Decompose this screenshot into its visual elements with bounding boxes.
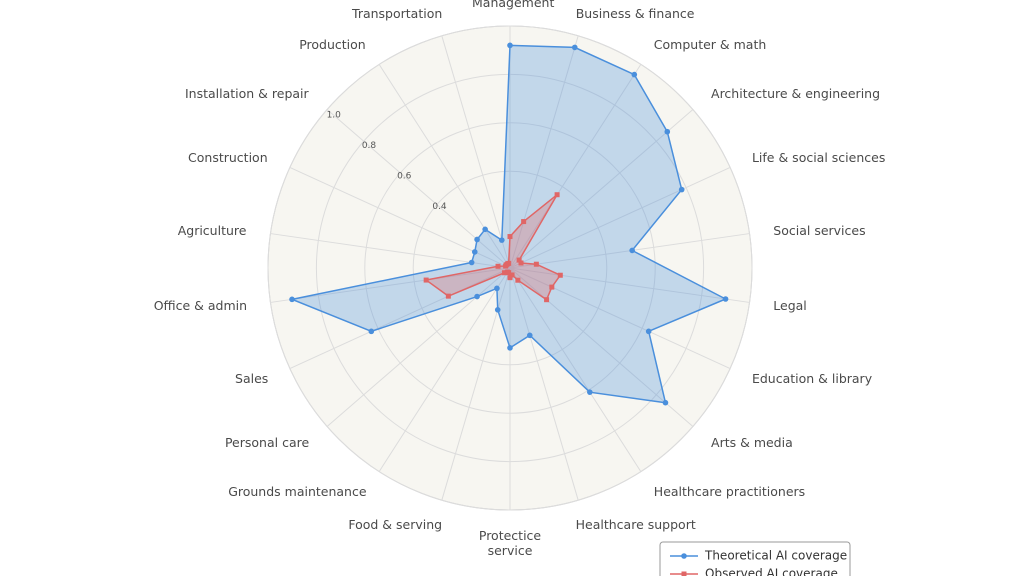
spoke <box>509 267 694 427</box>
category-label: Sales <box>235 371 269 386</box>
data-point <box>495 263 501 269</box>
spoke <box>509 167 731 269</box>
data-point <box>507 345 513 351</box>
data-point <box>468 259 475 266</box>
data-point <box>368 328 375 335</box>
spoke <box>509 267 642 472</box>
category-label: Food & serving <box>348 517 443 533</box>
data-point <box>526 332 533 339</box>
category-label: Legal <box>773 298 807 314</box>
data-point <box>521 219 527 225</box>
category-label: Business & finance <box>575 5 695 21</box>
r-tick-label: 1.0 <box>327 110 342 120</box>
data-point <box>507 42 513 49</box>
spoke <box>289 267 511 369</box>
data-point <box>506 260 512 266</box>
data-point <box>518 260 524 266</box>
legend-label: Observed AI coverage <box>705 567 838 576</box>
category-label: Agriculture <box>177 222 247 238</box>
data-point <box>509 272 515 278</box>
category-label: Transportation <box>352 5 443 21</box>
category-label: Life & social sciences <box>751 149 886 165</box>
category-label: Social services <box>773 222 866 238</box>
spoke <box>326 267 511 427</box>
data-point <box>664 128 671 135</box>
spoke <box>509 109 694 269</box>
spoke <box>326 109 511 269</box>
data-point <box>494 306 501 313</box>
data-point <box>516 257 522 263</box>
spoke <box>509 35 579 269</box>
data-point <box>494 285 500 292</box>
r-tick-label: 0.8 <box>362 141 377 151</box>
category-label: Protectice service <box>478 528 542 558</box>
category-label: Office & admin <box>153 298 248 314</box>
data-point <box>557 272 563 278</box>
spoke <box>378 267 511 472</box>
data-point <box>587 389 593 395</box>
category-label: Installation & repair <box>184 86 309 102</box>
category-label: Architecture & engineering <box>711 86 881 102</box>
data-point <box>678 186 685 193</box>
data-point <box>502 270 508 276</box>
data-point <box>504 269 510 275</box>
data-point <box>645 328 652 335</box>
category-label: Grounds maintenance <box>228 484 367 500</box>
data-point <box>544 297 550 303</box>
category-label: Healthcare support <box>575 517 696 533</box>
spoke <box>441 267 511 501</box>
category-label: Personal care <box>224 434 310 450</box>
category-label: Healthcare practitioners <box>653 484 806 500</box>
legend-marker <box>681 553 687 559</box>
spoke <box>509 64 642 269</box>
category-label: Production <box>299 36 366 52</box>
data-point <box>423 277 429 283</box>
legend-label: Theoretical AI coverage <box>704 549 847 563</box>
data-point <box>474 293 480 300</box>
spoke <box>378 64 511 269</box>
legend-box <box>659 541 851 576</box>
legend-marker <box>681 571 687 576</box>
data-point <box>722 296 729 302</box>
spoke <box>509 267 579 501</box>
category-label: Construction <box>188 149 268 165</box>
data-point <box>571 44 578 51</box>
data-point <box>445 293 451 299</box>
data-point <box>507 275 513 281</box>
data-point <box>549 284 555 290</box>
data-point <box>515 277 521 283</box>
data-point <box>474 236 480 243</box>
category-label: Management <box>472 0 555 10</box>
category-label: Education & library <box>751 371 873 386</box>
category-label: Arts & media <box>711 434 793 450</box>
spoke <box>270 267 511 303</box>
data-point <box>631 71 638 78</box>
data-point <box>507 234 513 240</box>
data-point <box>533 261 539 267</box>
data-point <box>629 247 635 254</box>
r-tick-label: 0.4 <box>432 202 447 212</box>
r-tick-label: 0.6 <box>397 172 412 182</box>
category-label: Computer & math <box>653 36 767 52</box>
data-point <box>554 192 560 198</box>
data-point <box>662 399 669 406</box>
data-point <box>482 226 488 233</box>
spoke <box>509 267 750 303</box>
data-point <box>471 249 478 255</box>
data-point <box>499 237 505 243</box>
data-point <box>289 296 295 303</box>
spoke <box>509 267 731 369</box>
spoke <box>441 35 511 269</box>
